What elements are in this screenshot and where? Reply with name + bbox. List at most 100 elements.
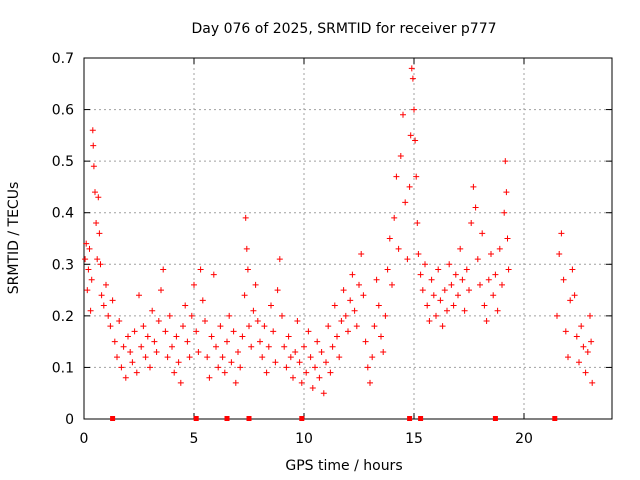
data-point: [158, 287, 164, 294]
data-point: [100, 302, 107, 309]
data-point: [129, 359, 136, 366]
data-point: [118, 364, 125, 371]
data-point: [424, 302, 431, 309]
data-point: [477, 281, 483, 288]
data-point: [336, 354, 343, 361]
data-point: [334, 333, 340, 340]
data-point: [89, 127, 96, 134]
data-point: [111, 338, 118, 345]
data-point: [92, 189, 98, 196]
data-point: [349, 271, 356, 278]
data-point: [457, 245, 464, 252]
data-point: [88, 276, 95, 283]
data-point: [210, 271, 217, 278]
data-point: [171, 369, 178, 376]
data-point: [215, 364, 222, 371]
data-point: [380, 348, 387, 355]
data-point: [188, 312, 195, 319]
chart-title: Day 076 of 2025, SRMTID for receiver p77…: [191, 21, 496, 37]
data-point: [226, 312, 233, 319]
data-point: [120, 343, 127, 350]
data-point: [448, 281, 455, 288]
data-point: [413, 173, 420, 180]
y-axis-label: SRMTID / TECUs: [6, 182, 22, 295]
data-point: [382, 312, 389, 319]
data-point: [393, 173, 400, 180]
data-point: [426, 318, 433, 325]
data-point: [301, 343, 307, 350]
data-point: [468, 220, 475, 227]
data-point: [589, 379, 596, 386]
data-point: [155, 318, 162, 325]
data-point: [221, 369, 228, 376]
data-point: [290, 374, 296, 381]
y-tick-label: 0.1: [52, 360, 74, 376]
data-point: [342, 312, 349, 319]
data-point: [503, 189, 510, 196]
data-point: [556, 250, 563, 257]
data-point: [147, 364, 153, 371]
data-point: [85, 266, 92, 273]
data-point: [505, 266, 512, 273]
data-point: [378, 333, 384, 340]
data-point: [303, 369, 310, 376]
data-point: [213, 343, 219, 350]
data-point: [98, 292, 105, 299]
data-point: [472, 204, 479, 211]
data-point: [501, 209, 508, 216]
data-point: [560, 276, 567, 283]
data-point: [463, 266, 470, 273]
data-point: [441, 287, 448, 294]
data-point: [268, 302, 274, 309]
data-point: [371, 323, 378, 330]
data-point: [230, 328, 237, 335]
data-point: [292, 348, 299, 355]
data-point: [422, 261, 428, 268]
data-point: [430, 292, 437, 299]
data-point: [408, 65, 415, 72]
x-tick-label: 15: [405, 431, 423, 447]
data-point: [485, 276, 492, 283]
data-point: [279, 312, 285, 319]
zero-value-marker: [299, 416, 305, 421]
data-point: [490, 292, 497, 299]
data-point: [103, 281, 109, 288]
y-tick-label: 0.2: [52, 309, 74, 325]
data-point: [492, 271, 499, 278]
data-point: [166, 312, 173, 319]
data-point: [109, 297, 116, 304]
data-point: [169, 343, 175, 350]
data-point: [488, 250, 494, 257]
y-tick-label: 0.4: [52, 206, 74, 222]
data-point: [362, 338, 369, 345]
data-point: [578, 323, 585, 330]
data-point: [270, 328, 277, 335]
data-point: [323, 359, 329, 366]
data-point: [94, 256, 101, 263]
data-point: [558, 230, 565, 237]
y-tick-label: 0.5: [52, 154, 74, 170]
data-point: [125, 333, 131, 340]
data-point: [177, 379, 184, 386]
data-point: [272, 359, 279, 366]
data-point: [316, 374, 323, 381]
data-point: [444, 307, 450, 314]
y-tick-label: 0.7: [52, 51, 74, 67]
data-point: [571, 292, 578, 299]
data-point: [314, 338, 321, 345]
ticks-layer: 0 0.1 0.2 0.3 0.4 0.5 0.6 0.7 0 5 10 15 20: [52, 51, 612, 447]
data-point: [573, 333, 580, 340]
data-point: [175, 359, 182, 366]
data-point: [242, 214, 249, 221]
x-axis-label: GPS time / hours: [285, 458, 402, 474]
data-point: [254, 318, 261, 325]
data-point: [90, 163, 97, 170]
data-point: [386, 235, 393, 242]
data-point: [252, 281, 259, 288]
data-point: [186, 354, 193, 361]
data-point: [479, 230, 486, 237]
data-point: [202, 318, 208, 325]
data-point: [587, 312, 593, 319]
data-point: [248, 343, 255, 350]
data-point: [406, 183, 413, 190]
